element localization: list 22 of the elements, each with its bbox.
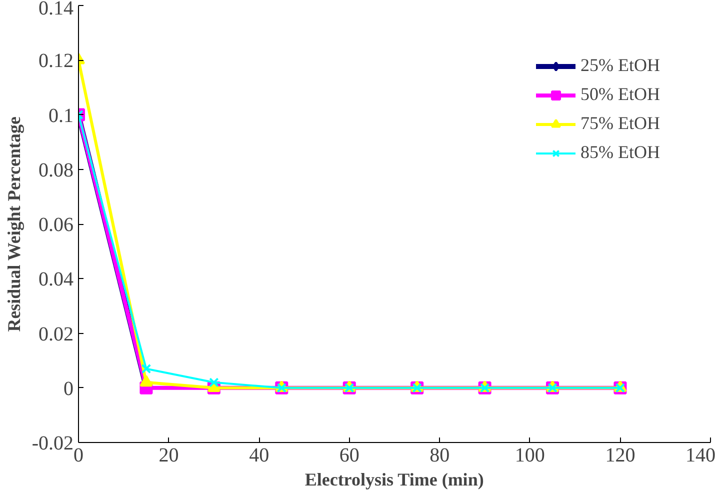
y-tick-label: -0.02: [32, 432, 74, 454]
x-tick-label: 20: [158, 444, 179, 466]
y-tick-label: 0.02: [38, 323, 74, 346]
y-tick-label: 0.12: [38, 50, 74, 72]
y-tick-label: 0.06: [38, 214, 74, 236]
legend-label: 50% EtOH: [580, 84, 660, 105]
x-tick-label: 120: [605, 444, 636, 466]
y-tick-label: 0: [64, 378, 74, 400]
x-tick-label: 60: [339, 444, 360, 466]
legend-label: 85% EtOH: [580, 142, 660, 163]
x-tick-label: 80: [430, 444, 450, 466]
y-tick-label: 0.04: [38, 268, 74, 291]
x-tick-label: 100: [514, 444, 545, 466]
y-tick-label: 0.1: [48, 104, 74, 127]
x-tick-label: 140: [686, 444, 715, 466]
x-axis-title: Electrolysis Time (min): [304, 470, 484, 490]
legend-label: 25% EtOH: [580, 55, 660, 76]
legend-label: 75% EtOH: [580, 113, 660, 134]
y-tick-label: 0.14: [38, 0, 74, 20]
y-tick-label: 0.08: [38, 159, 74, 182]
x-tick-label: 40: [249, 444, 270, 466]
y-axis-title: Residual Weight Percentage: [4, 116, 24, 332]
